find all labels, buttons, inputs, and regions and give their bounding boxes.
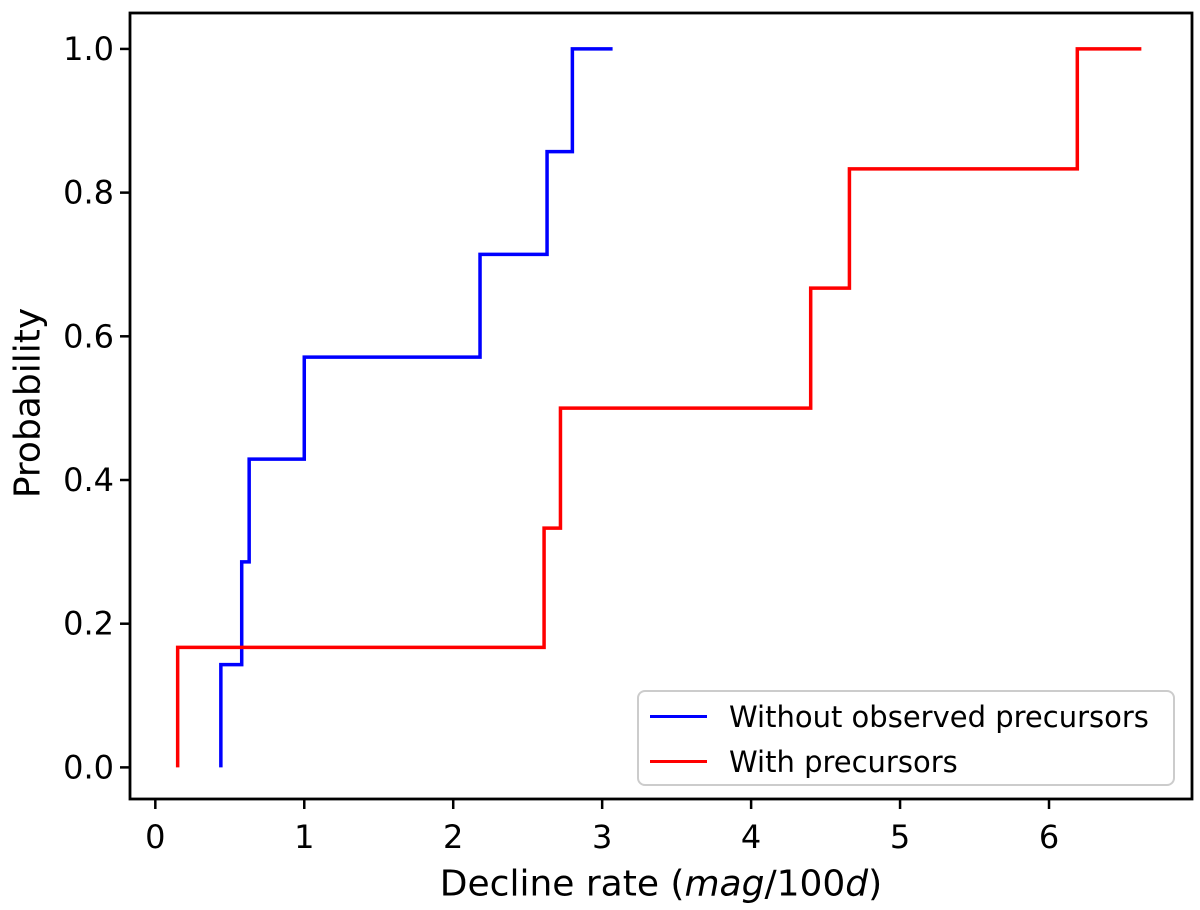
series-line-with-precursors (175, 47, 1142, 768)
x-axis-label-mid: /100 (764, 863, 846, 905)
x-tick-label: 6 (1039, 818, 1059, 856)
series-line-without-observed-precursors (219, 47, 613, 768)
axes-spines (128, 11, 1194, 801)
y-tick-label: 1.0 (63, 30, 114, 68)
legend: Without observed precursors With precurs… (637, 690, 1175, 786)
x-tick-label: 1 (294, 818, 314, 856)
legend-line-red (650, 760, 707, 763)
y-tick-label: 0.8 (63, 174, 114, 212)
legend-entry-with-precursors: With precursors (650, 739, 1173, 784)
x-tick-label: 3 (592, 818, 612, 856)
x-axis-label-italic-d: d (845, 863, 869, 905)
legend-entry-without-precursors: Without observed precursors (650, 694, 1173, 739)
x-tick-label: 0 (145, 818, 165, 856)
x-axis-label-text: Decline rate ( (439, 863, 685, 905)
x-tick-label: 2 (443, 818, 463, 856)
y-tick-label: 0.6 (63, 317, 114, 355)
legend-line-blue (650, 715, 707, 718)
y-axis-label: Probability (7, 307, 49, 499)
y-tick-label: 0.4 (63, 461, 114, 499)
x-tick-label: 5 (890, 818, 910, 856)
x-axis-label: Decline rate (mag/100d) (440, 864, 882, 905)
x-tick-label: 4 (741, 818, 761, 856)
x-axis-label-suffix: ) (868, 863, 883, 905)
x-axis-label-italic-mag: mag (684, 863, 765, 905)
y-tick-label: 0.0 (63, 748, 114, 786)
legend-label: Without observed precursors (729, 699, 1149, 734)
y-tick-label: 0.2 (63, 605, 114, 643)
legend-label: With precursors (729, 744, 958, 779)
